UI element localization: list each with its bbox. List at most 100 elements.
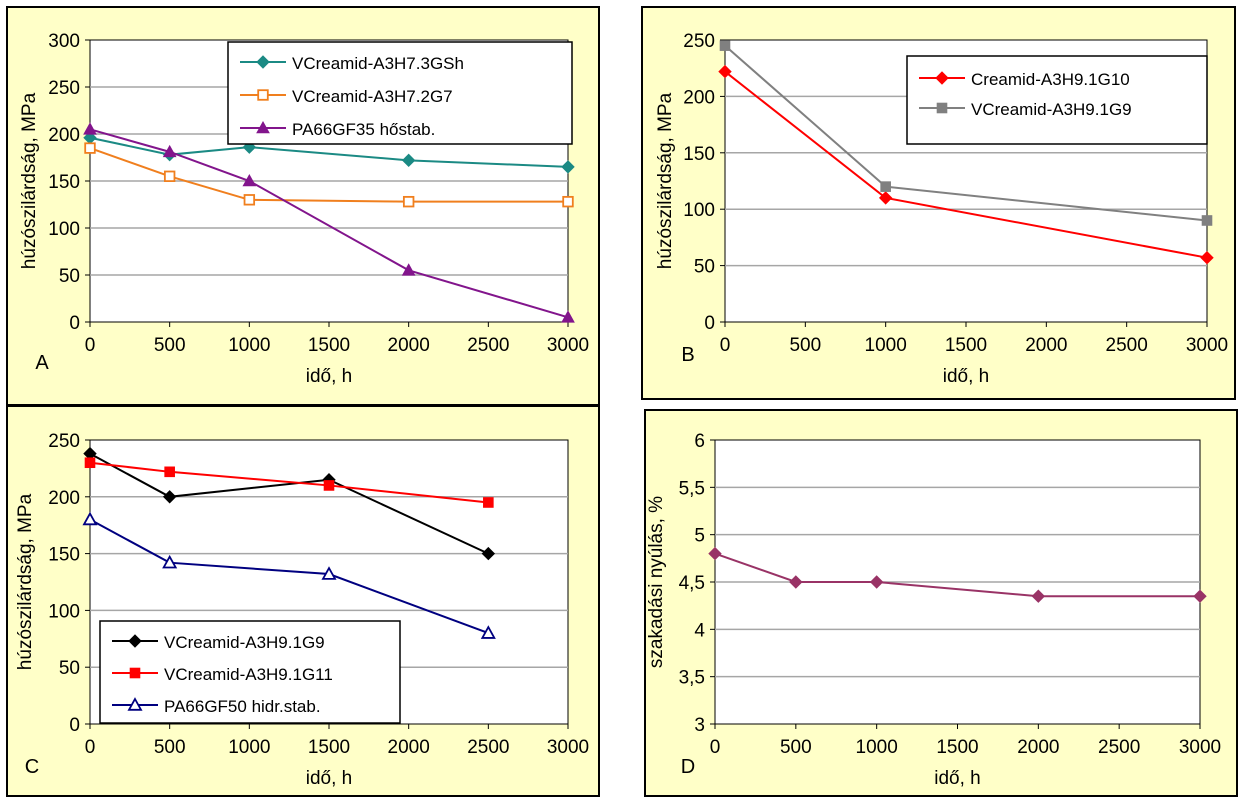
x-tick-label: 2500 (1098, 737, 1140, 758)
data-point (84, 457, 96, 469)
data-point (242, 173, 257, 187)
legend-item: VCreamid-A3H7.3GSh (240, 54, 464, 73)
y-tick-label: 150 (48, 172, 80, 193)
series-1 (708, 546, 1207, 603)
y-tick-label: 5 (694, 526, 705, 547)
data-point (1201, 215, 1213, 226)
y-tick-label: 250 (683, 31, 715, 52)
legend-marker (127, 697, 143, 711)
data-point (401, 153, 416, 168)
data-point (162, 490, 177, 504)
y-axis-title: szakadási nyúlás, % (646, 496, 667, 668)
x-tick-label: 2000 (388, 737, 430, 758)
x-tick-label: 2000 (1025, 335, 1067, 356)
legend-label: Creamid-A3H9.1G10 (971, 70, 1130, 89)
y-axis-title: húzószilárdság, MPa (15, 493, 36, 670)
y-axis-title: húzószilárdság, MPa (655, 92, 676, 269)
x-tick-label: 1500 (308, 335, 350, 356)
legend-marker (256, 55, 270, 69)
legend: Creamid-A3H9.1G10 VCreamid-A3H9.1G9 (906, 55, 1208, 145)
data-point (483, 497, 494, 508)
x-axis-title: idő, h (306, 768, 352, 789)
series-2 (719, 40, 1213, 226)
x-tick-label: 3000 (1179, 737, 1221, 758)
legend-label: PA66GF35 hőstab. (292, 120, 435, 139)
chart-panel-d: 3 3,5 4 4,5 5 5,5 6 0 500 1000 1500 2000 2500 3000 idő… (644, 409, 1238, 797)
y-tick-label: 50 (59, 266, 80, 287)
y-tick-label: 250 (48, 431, 80, 452)
legend-label: VCreamid-A3H9.1G9 (971, 100, 1132, 119)
x-tick-label: 0 (710, 737, 721, 758)
y-tick-label: 4 (694, 620, 705, 641)
x-axis-title: idő, h (306, 366, 352, 387)
series-1 (718, 64, 1214, 265)
legend-item: PA66GF50 hidr.stab. (112, 697, 321, 716)
legend-marker (256, 120, 270, 134)
data-point (402, 195, 415, 208)
data-point (880, 181, 891, 192)
legend-marker (128, 634, 142, 648)
y-tick-label: 3 (694, 715, 705, 736)
x-tick-label: 1500 (936, 737, 978, 758)
y-tick-label: 0 (69, 715, 80, 736)
y-axis-title: húzószilárdság, MPa (19, 92, 40, 269)
series-3 (82, 511, 496, 639)
x-tick-label: 1000 (228, 335, 270, 356)
legend-marker (935, 71, 949, 85)
y-tick-label: 150 (48, 545, 80, 566)
y-tick-label: 200 (683, 87, 715, 108)
y-tick-label: 150 (683, 144, 715, 165)
x-tick-label: 1500 (308, 737, 350, 758)
series-2 (84, 142, 574, 208)
x-tick-label: 0 (85, 335, 96, 356)
y-tick-label: 100 (683, 200, 715, 221)
x-tick-label: 500 (780, 737, 812, 758)
x-tick-label: 2500 (1106, 335, 1148, 356)
y-tick-label: 6 (694, 431, 705, 452)
legend-label: VCreamid-A3H7.2G7 (292, 87, 453, 106)
y-tick-label: 250 (48, 78, 80, 99)
y-tick-label: 5,5 (679, 478, 705, 499)
x-tick-label: 1000 (865, 335, 907, 356)
data-point (401, 263, 416, 276)
x-tick-label: 0 (720, 335, 731, 356)
legend-item: VCreamid-A3H7.2G7 (240, 87, 453, 106)
y-tick-label: 100 (48, 601, 80, 622)
legend-item: Creamid-A3H9.1G10 (919, 70, 1130, 89)
x-axis-title: idő, h (934, 768, 980, 789)
y-tick-label: 0 (69, 313, 80, 334)
data-point (1200, 250, 1214, 265)
legend-marker (936, 102, 948, 114)
data-point (708, 546, 722, 561)
series-line (89, 518, 489, 635)
y-tick-label: 50 (694, 257, 715, 278)
data-point (562, 195, 574, 208)
data-point (561, 160, 575, 174)
series-line (89, 452, 489, 555)
data-point (481, 546, 496, 561)
data-point (869, 575, 884, 589)
legend: VCreamid-A3H9.1G9 VCreamid-A3H9.1G11 PA66G… (99, 620, 401, 724)
data-point (718, 64, 732, 79)
y-tick-label: 50 (59, 658, 80, 679)
legend-item: VCreamid-A3H9.1G9 (112, 633, 325, 652)
y-tick-label: 200 (48, 125, 80, 146)
data-point (84, 142, 96, 154)
series-1 (83, 131, 575, 174)
data-point (1031, 589, 1046, 603)
data-point (719, 40, 731, 51)
data-point (164, 466, 175, 478)
panel-letter: B (681, 344, 694, 366)
data-point (1193, 589, 1207, 603)
x-tick-label: 3000 (547, 737, 589, 758)
x-tick-label: 500 (789, 335, 821, 356)
panel-letter: A (35, 352, 49, 374)
y-tick-label: 200 (48, 488, 80, 509)
series-3 (83, 122, 575, 323)
data-point (163, 170, 176, 183)
x-tick-label: 1000 (228, 737, 270, 758)
data-point (321, 566, 337, 580)
